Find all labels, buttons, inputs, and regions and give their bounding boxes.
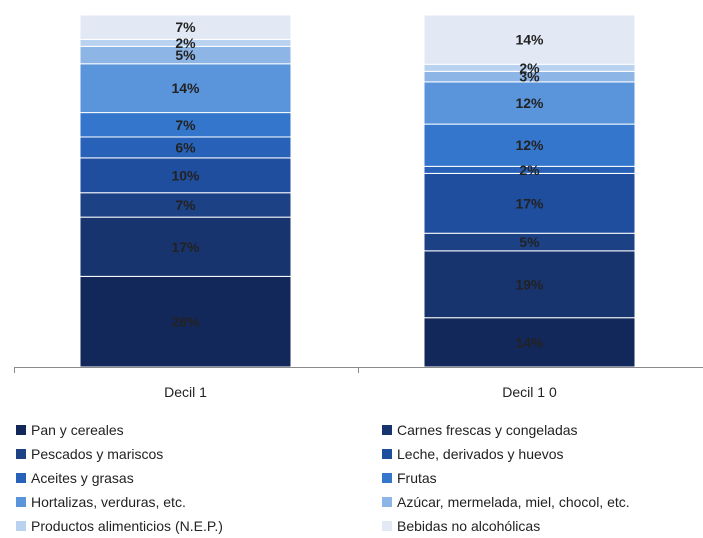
data-label: 2% — [519, 60, 540, 76]
legend-swatch — [16, 473, 26, 483]
data-label: 14% — [515, 32, 544, 48]
legend-label: Pan y cereales — [31, 422, 124, 438]
legend-item: Hortalizas, verduras, etc. — [16, 492, 382, 512]
legend-item: Carnes frescas y congeladas — [382, 420, 702, 440]
legend-label: Azúcar, mermelada, miel, chocol, etc. — [397, 494, 630, 510]
legend-label: Bebidas no alcohólicas — [397, 518, 540, 534]
legend-item: Pescados y mariscos — [16, 444, 382, 464]
data-label: 7% — [175, 19, 196, 35]
legend-item: Productos alimenticios (N.E.P.) — [16, 516, 382, 536]
data-label: 5% — [519, 234, 540, 250]
data-label: 14% — [171, 80, 200, 96]
legend-swatch — [382, 449, 392, 459]
data-label: 26% — [171, 314, 200, 330]
legend-swatch — [382, 425, 392, 435]
data-label: 7% — [175, 197, 196, 213]
legend-label: Leche, derivados y huevos — [397, 446, 564, 462]
legend-item: Frutas — [382, 468, 702, 488]
legend-label: Aceites y grasas — [31, 470, 134, 486]
legend-swatch — [16, 497, 26, 507]
data-label: 2% — [175, 35, 196, 51]
data-label: 14% — [515, 334, 544, 350]
legend-swatch — [16, 449, 26, 459]
x-tick-label: Decil 1 — [164, 384, 207, 400]
data-label: 17% — [171, 239, 200, 255]
legend-swatch — [382, 473, 392, 483]
legend-label: Frutas — [397, 470, 437, 486]
legend-item: Azúcar, mermelada, miel, chocol, etc. — [382, 492, 702, 512]
x-tick-label: Decil 1 0 — [502, 384, 557, 400]
legend-item: Leche, derivados y huevos — [382, 444, 702, 464]
legend-item: Bebidas no alcohólicas — [382, 516, 702, 536]
legend-swatch — [16, 521, 26, 531]
legend-label: Carnes frescas y congeladas — [397, 422, 578, 438]
data-label: 12% — [515, 137, 544, 153]
legend-swatch — [382, 497, 392, 507]
legend-swatch — [16, 425, 26, 435]
legend-item: Aceites y grasas — [16, 468, 382, 488]
legend-label: Pescados y mariscos — [31, 446, 163, 462]
data-label: 19% — [515, 276, 544, 292]
data-label: 12% — [515, 95, 544, 111]
legend: Pan y cereales Carnes frescas y congelada… — [16, 420, 703, 536]
x-axis: Decil 1 Decil 1 0 — [14, 367, 703, 400]
legend-label: Hortalizas, verduras, etc. — [31, 494, 186, 510]
data-label: 10% — [171, 167, 200, 183]
data-label: 17% — [515, 195, 544, 211]
legend-item: Pan y cereales — [16, 420, 382, 440]
data-label: 2% — [519, 162, 540, 178]
legend-swatch — [382, 521, 392, 531]
legend-label: Productos alimenticios (N.E.P.) — [31, 518, 223, 534]
bars-layer — [80, 15, 635, 367]
data-label: 6% — [175, 139, 196, 155]
data-label: 7% — [175, 117, 196, 133]
